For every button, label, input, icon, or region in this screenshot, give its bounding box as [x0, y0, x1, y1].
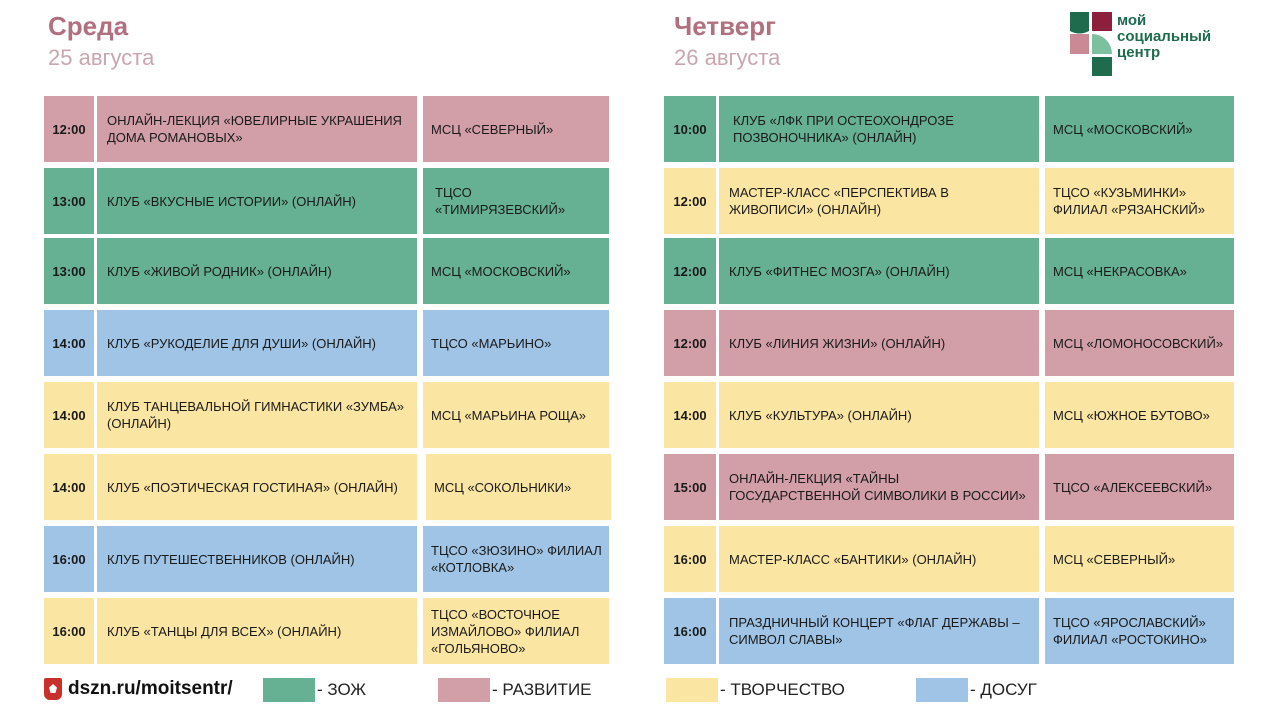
event-place: ТЦСО «ЗЮЗИНО» ФИЛИАЛ «КОТЛОВКА» — [423, 526, 609, 592]
event-place: ТЦСО «МАРЬИНО» — [423, 310, 609, 376]
legend-label: - РАЗВИТИЕ — [492, 680, 592, 699]
event-place: МСЦ «МОСКОВСКИЙ» — [1045, 96, 1234, 162]
moi-socialnyi-centr-logo-icon — [1070, 12, 1112, 76]
logo-text: мой социальный центр — [1117, 13, 1211, 61]
event-place: МСЦ «СЕВЕРНЫЙ» — [423, 96, 609, 162]
legend-swatch — [263, 678, 315, 702]
brand-logo: мой социальный центр — [1070, 12, 1250, 78]
legend-item-zozh: - ЗОЖ — [263, 678, 366, 702]
event-title: ПРАЗДНИЧНЫЙ КОНЦЕРТ «ФЛАГ ДЕРЖАВЫ – СИМВ… — [719, 598, 1039, 664]
legend-label: - ЗОЖ — [317, 680, 367, 699]
logo-line-3: центр — [1117, 44, 1161, 61]
event-place: ТЦСО «ВОСТОЧНОЕ ИЗМАЙЛОВО» ФИЛИАЛ «ГОЛЬЯ… — [423, 598, 609, 664]
event-title: КЛУБ «ЛИНИЯ ЖИЗНИ» (ОНЛАЙН) — [719, 310, 1039, 376]
event-time: 12:00 — [664, 168, 716, 234]
footer: dszn.ru/moitsentr/ - ЗОЖ - РАЗВИТИЕ - ТВ… — [0, 676, 1280, 706]
event-time: 12:00 — [44, 96, 94, 162]
event-time: 16:00 — [44, 526, 94, 592]
event-title: КЛУБ «РУКОДЕЛИЕ ДЛЯ ДУШИ» (ОНЛАЙН) — [97, 310, 417, 376]
event-place: ТЦСО «КУЗЬМИНКИ» ФИЛИАЛ «РЯЗАНСКИЙ» — [1045, 168, 1234, 234]
event-title: КЛУБ «ЛФК ПРИ ОСТЕОХОНДРОЗЕ ПОЗВОНОЧНИКА… — [719, 96, 1039, 162]
event-time: 16:00 — [664, 526, 716, 592]
event-time: 13:00 — [44, 238, 94, 304]
legend-item-tvorchestvo: - ТВОРЧЕСТВО — [666, 678, 845, 702]
site-link[interactable]: dszn.ru/moitsentr/ — [44, 678, 233, 700]
right-day-title: Четверг — [674, 11, 776, 41]
event-time: 12:00 — [664, 238, 716, 304]
right-day-date: 26 августа — [674, 45, 781, 70]
site-url[interactable]: dszn.ru/moitsentr/ — [68, 678, 233, 699]
legend-label: - ДОСУГ — [970, 680, 1037, 699]
event-place: МСЦ «МАРЬИНА РОЩА» — [423, 382, 609, 448]
event-time: 15:00 — [664, 454, 716, 520]
legend-item-razvitie: - РАЗВИТИЕ — [438, 678, 592, 702]
logo-line-1: мой — [1117, 12, 1147, 29]
event-title: КЛУБ «ТАНЦЫ ДЛЯ ВСЕХ» (ОНЛАЙН) — [97, 598, 417, 664]
event-title: КЛУБ ПУТЕШЕСТВЕННИКОВ (ОНЛАЙН) — [97, 526, 417, 592]
event-title: КЛУБ «ФИТНЕС МОЗГА» (ОНЛАЙН) — [719, 238, 1039, 304]
event-title: ОНЛАЙН-ЛЕКЦИЯ «ЮВЕЛИРНЫЕ УКРАШЕНИЯ ДОМА … — [97, 96, 417, 162]
legend-swatch — [666, 678, 718, 702]
event-title: КЛУБ ТАНЦЕВАЛЬНОЙ ГИМНАСТИКИ «ЗУМБА» (ОН… — [97, 382, 417, 448]
legend-item-dosug: - ДОСУГ — [916, 678, 1037, 702]
event-place: МСЦ «МОСКОВСКИЙ» — [423, 238, 609, 304]
event-time: 14:00 — [664, 382, 716, 448]
event-title: КЛУБ «ВКУСНЫЕ ИСТОРИИ» (ОНЛАЙН) — [97, 168, 417, 234]
event-place: МСЦ «ЛОМОНОСОВСКИЙ» — [1045, 310, 1234, 376]
event-title: МАСТЕР-КЛАСС «БАНТИКИ» (ОНЛАЙН) — [719, 526, 1039, 592]
event-place: ТЦСО «ЯРОСЛАВСКИЙ» ФИЛИАЛ «РОСТОКИНО» — [1045, 598, 1234, 664]
event-title: МАСТЕР-КЛАСС «ПЕРСПЕКТИВА В ЖИВОПИСИ» (О… — [719, 168, 1039, 234]
logo-line-2: социальный — [1117, 28, 1212, 45]
event-time: 14:00 — [44, 454, 94, 520]
event-place: ТЦСО «АЛЕКСЕЕВСКИЙ» — [1045, 454, 1234, 520]
event-place: МСЦ «СЕВЕРНЫЙ» — [1045, 526, 1234, 592]
event-time: 13:00 — [44, 168, 94, 234]
event-place: ТЦСО «ТИМИРЯЗЕВСКИЙ» — [423, 168, 609, 234]
legend-swatch — [438, 678, 490, 702]
event-title: КЛУБ «ЖИВОЙ РОДНИК» (ОНЛАЙН) — [97, 238, 417, 304]
event-title: КЛУБ «КУЛЬТУРА» (ОНЛАЙН) — [719, 382, 1039, 448]
legend-label: - ТВОРЧЕСТВО — [720, 680, 845, 699]
event-place: МСЦ «СОКОЛЬНИКИ» — [426, 454, 611, 520]
left-day-title: Среда — [48, 11, 129, 41]
event-title: КЛУБ «ПОЭТИЧЕСКАЯ ГОСТИНАЯ» (ОНЛАЙН) — [97, 454, 417, 520]
event-time: 10:00 — [664, 96, 716, 162]
left-day-header: Среда 25 августа — [48, 10, 154, 72]
right-day-header: Четверг 26 августа — [674, 10, 780, 72]
event-time: 16:00 — [44, 598, 94, 664]
event-place: МСЦ «НЕКРАСОВКА» — [1045, 238, 1234, 304]
event-title: ОНЛАЙН-ЛЕКЦИЯ «ТАЙНЫ ГОСУДАРСТВЕННОЙ СИМ… — [719, 454, 1039, 520]
moscow-emblem-icon — [44, 678, 62, 700]
event-place: МСЦ «ЮЖНОЕ БУТОВО» — [1045, 382, 1234, 448]
event-time: 12:00 — [664, 310, 716, 376]
left-day-date: 25 августа — [48, 45, 155, 70]
event-time: 14:00 — [44, 310, 94, 376]
event-time: 14:00 — [44, 382, 94, 448]
event-time: 16:00 — [664, 598, 716, 664]
legend-swatch — [916, 678, 968, 702]
